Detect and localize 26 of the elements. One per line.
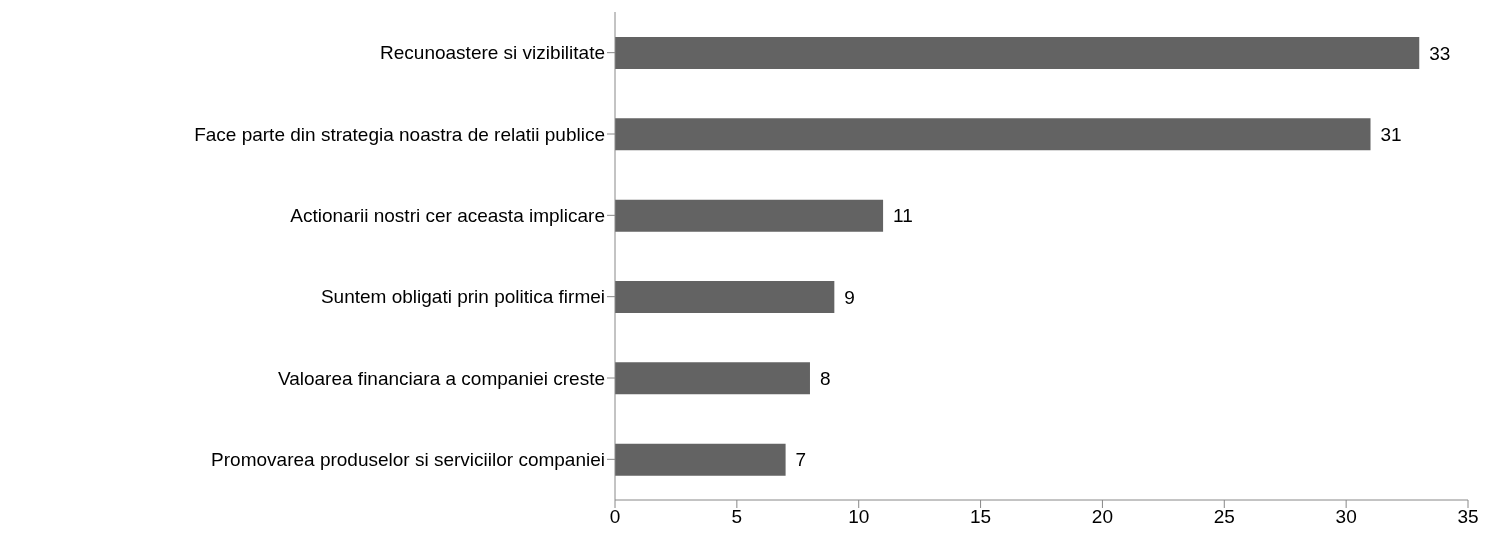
y-tick-label: Promovarea produselor si serviciilor companiei (211, 449, 605, 471)
y-tick-label: Valoarea financiara a companiei creste (277, 367, 605, 389)
x-tick-label: 15 (970, 506, 992, 528)
x-tick-label: 0 (609, 506, 621, 528)
bar (615, 362, 810, 395)
bar (615, 199, 884, 232)
data-label: 31 (1380, 124, 1402, 146)
x-tick-label: 30 (1335, 506, 1357, 528)
data-label: 33 (1429, 42, 1451, 64)
bar (615, 443, 786, 476)
y-tick-label: Recunoastere si vizibilitate (380, 42, 605, 64)
x-tick-label: 10 (848, 506, 870, 528)
bar (615, 37, 1420, 69)
bar (615, 281, 835, 313)
x-tick-label: 5 (731, 506, 743, 528)
x-tick-label: 25 (1213, 506, 1235, 528)
data-label: 8 (819, 368, 831, 390)
x-tick-label: 35 (1457, 506, 1479, 528)
x-tick-label: 20 (1091, 506, 1113, 528)
y-tick-label: Face parte din strategia noastra de relatii publice (194, 123, 605, 145)
data-label: 9 (844, 286, 855, 308)
y-tick-label: Actionarii nostri cer aceasta implicare (290, 205, 605, 227)
data-label: 7 (795, 449, 807, 471)
bar (615, 118, 1371, 151)
y-tick-label: Suntem obligati prin politica firmei (320, 286, 605, 308)
data-label: 11 (893, 205, 913, 227)
